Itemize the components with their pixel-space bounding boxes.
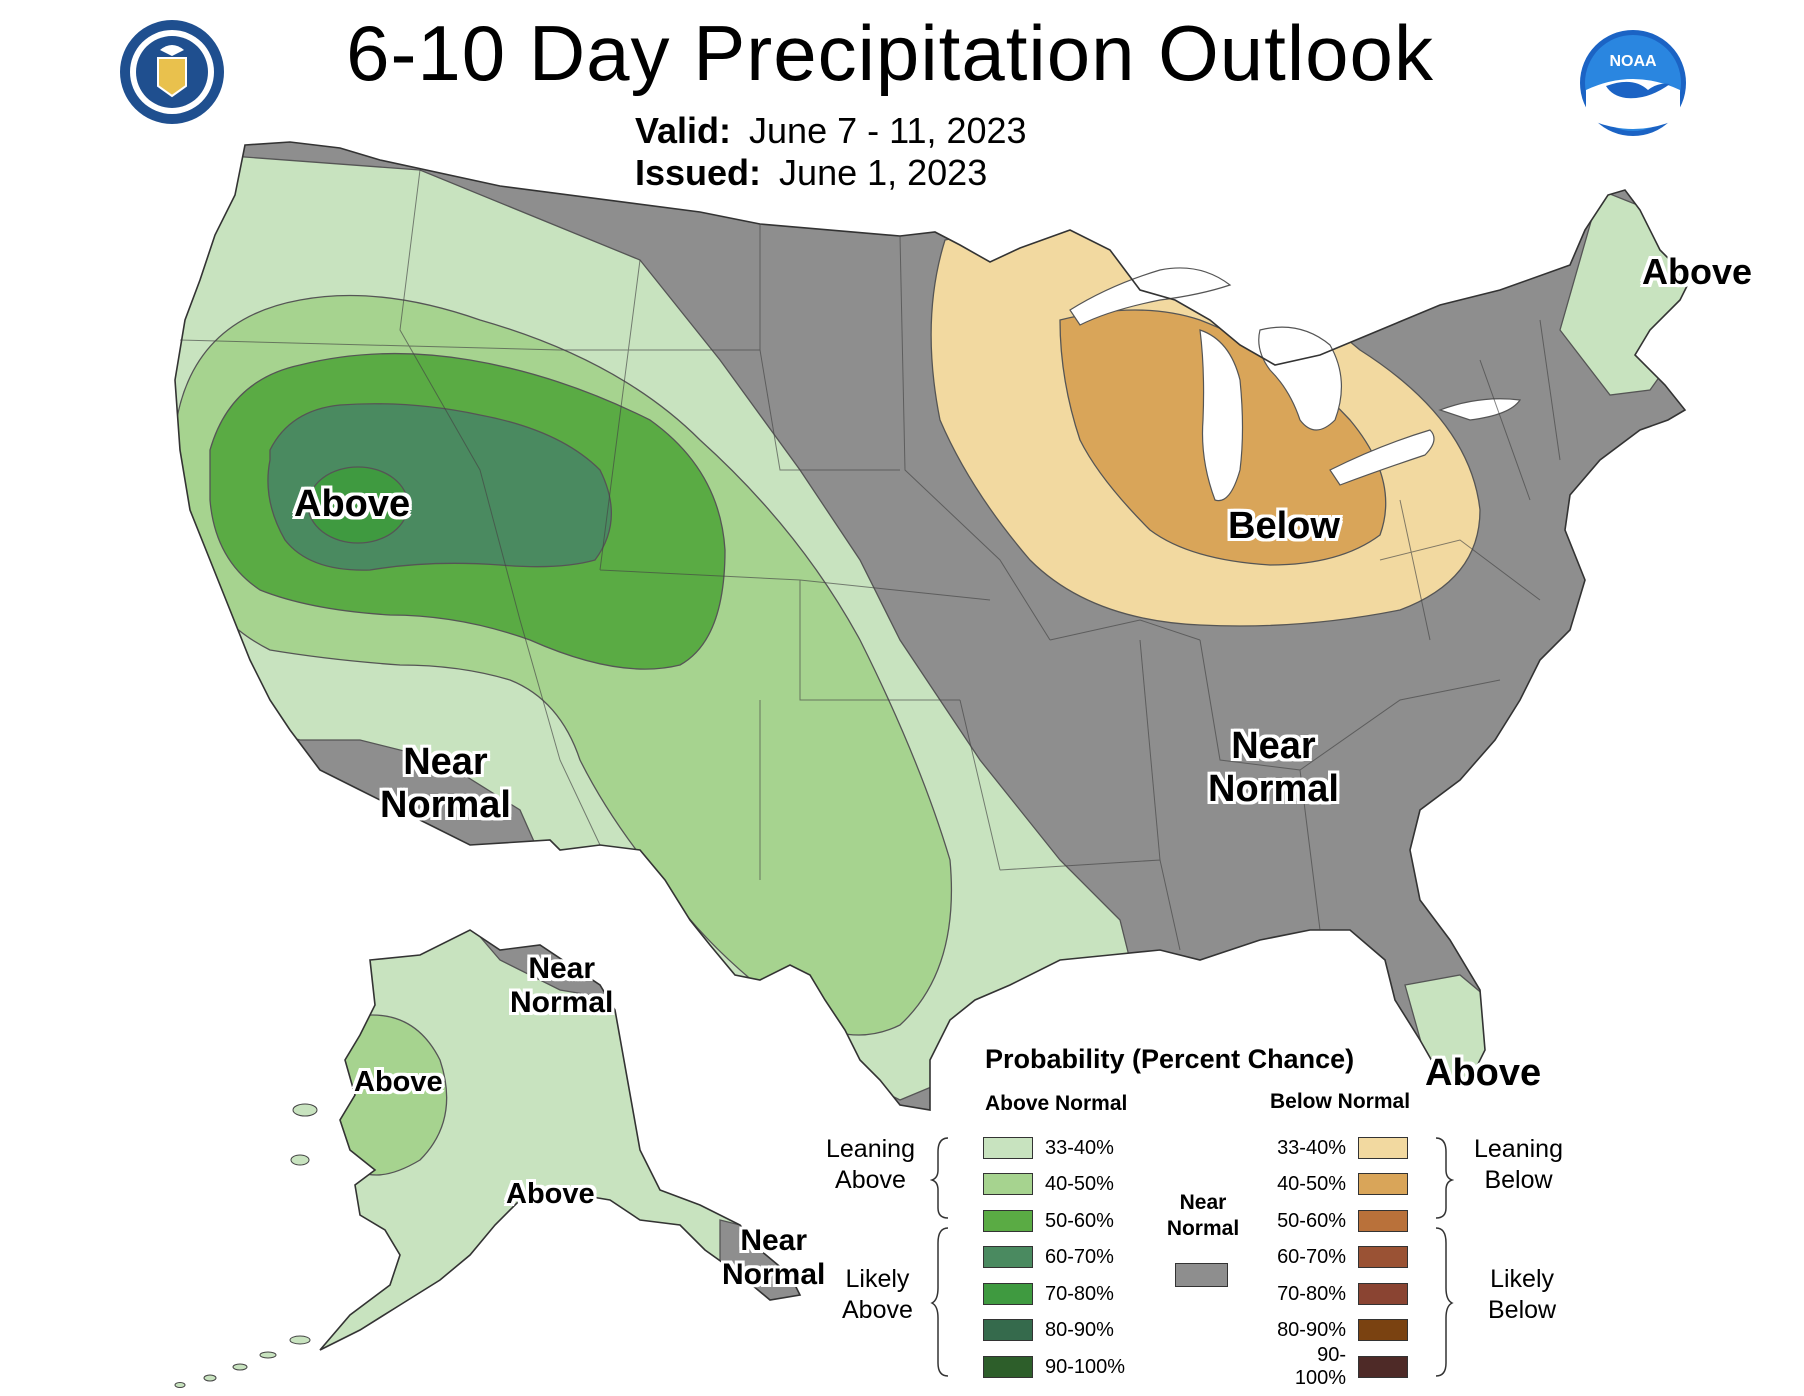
legend-below-row: 33-40%: [1268, 1136, 1408, 1160]
west-above-label: Above: [294, 483, 411, 525]
legend-above-row: 70-80%: [983, 1282, 1114, 1306]
alaska-southeast-near-normal-label: Near Normal: [722, 1224, 826, 1291]
legend-below-row: 80-90%: [1268, 1318, 1408, 1342]
left-braces: [930, 1137, 949, 1377]
legend-above-header: Above Normal: [985, 1092, 1128, 1115]
legend-pct-label: 33-40%: [1045, 1136, 1114, 1159]
legend-below-row: 40-50%: [1268, 1172, 1408, 1196]
legend-swatch: [1358, 1319, 1408, 1341]
legend-below-header: Below Normal: [1270, 1090, 1411, 1113]
issued-value: June 1, 2023: [779, 152, 988, 193]
legend-swatch: [1358, 1356, 1408, 1378]
above-70-80-region: [307, 466, 409, 544]
leaning-above-label: Leaning Above: [826, 1135, 915, 1194]
legend-swatch: [983, 1137, 1033, 1159]
legend-pct-label: 50-60%: [1045, 1209, 1114, 1232]
legend-pct-label: 50-60%: [1277, 1209, 1346, 1232]
legend-above-row: 33-40%: [983, 1136, 1114, 1160]
legend-swatch: [983, 1319, 1033, 1341]
legend-swatch: [1358, 1210, 1408, 1232]
legend-pct-label: 40-50%: [1045, 1172, 1114, 1195]
legend-pct-label: 40-50%: [1277, 1172, 1346, 1195]
noaa-logo-text: NOAA: [1609, 53, 1657, 70]
legend-swatch: [983, 1246, 1033, 1268]
maine-above-label: Above: [1642, 251, 1753, 292]
legend-swatch: [1358, 1137, 1408, 1159]
conus-shading: [175, 142, 1690, 1110]
alaska-outline: [319, 929, 802, 1351]
legend-below-row: 90-100%: [1268, 1344, 1408, 1389]
legend-title: Probability (Percent Chance): [985, 1044, 1355, 1074]
legend-above-row: 40-50%: [983, 1172, 1114, 1196]
legend-swatch: [1358, 1246, 1408, 1268]
legend-pct-label: 70-80%: [1277, 1282, 1346, 1305]
alaska-north-near-normal-label: Near Normal: [510, 952, 614, 1019]
valid-value: June 7 - 11, 2023: [749, 110, 1027, 151]
east-near-normal-label: Near Normal: [1208, 725, 1339, 810]
page-title: 6-10 Day Precipitation Outlook: [346, 9, 1434, 97]
legend-swatch: [983, 1173, 1033, 1195]
leaning-below-label: Leaning Below: [1474, 1135, 1563, 1194]
likely-above-label: Likely Above: [842, 1265, 913, 1324]
legend-below-row: 60-70%: [1268, 1245, 1408, 1269]
great-lakes: [1069, 267, 1522, 502]
valid-dates: Valid: June 7 - 11, 2023 Issued: June 1, 2…: [635, 110, 1027, 194]
legend-swatch: [983, 1210, 1033, 1232]
department-of-commerce-seal-icon: [120, 20, 224, 124]
conus-outline: [174, 141, 1691, 1111]
legend-pct-label: 90-100%: [1045, 1355, 1126, 1378]
legend-pct-label: 80-90%: [1045, 1318, 1114, 1341]
legend-swatch: [983, 1356, 1033, 1378]
likely-below-label: Likely Below: [1488, 1265, 1557, 1324]
state-borders: [179, 169, 1561, 951]
alaska-west-above-label: Above: [354, 1066, 443, 1098]
right-braces: [1435, 1137, 1454, 1377]
legend-above-row: 80-90%: [983, 1318, 1114, 1342]
legend-below-row: 50-60%: [1268, 1209, 1408, 1233]
legend-above-row: 50-60%: [983, 1209, 1114, 1233]
legend-swatch: [1358, 1283, 1408, 1305]
florida-above-label: Above: [1425, 1052, 1542, 1094]
southwest-near-normal-label: Near Normal: [380, 741, 511, 826]
legend-swatch: [983, 1283, 1033, 1305]
legend-pct-label: 33-40%: [1277, 1136, 1346, 1159]
legend-pct-label: 60-70%: [1277, 1245, 1346, 1268]
aleutian-islands: [174, 1103, 318, 1388]
near-normal-swatch: [1175, 1263, 1228, 1287]
legend-below-row: 70-80%: [1268, 1282, 1408, 1306]
legend-pct-label: 80-90%: [1277, 1318, 1346, 1341]
legend-above-row: 90-100%: [983, 1355, 1125, 1379]
alaska-south-above-label: Above: [506, 1178, 595, 1210]
near-normal-legend-label: Near Normal: [1166, 1191, 1240, 1240]
issued-label: Issued:: [635, 152, 762, 193]
noaa-logo-icon: NOAA: [1580, 30, 1686, 136]
legend-above-row: 60-70%: [983, 1245, 1114, 1269]
valid-label: Valid:: [635, 110, 732, 151]
legend-pct-label: 60-70%: [1045, 1245, 1114, 1268]
great-lakes-below-label: Below: [1228, 505, 1340, 547]
legend-pct-label: 70-80%: [1045, 1282, 1114, 1305]
legend-swatch: [1358, 1173, 1408, 1195]
legend-pct-label: 90-100%: [1294, 1344, 1346, 1389]
